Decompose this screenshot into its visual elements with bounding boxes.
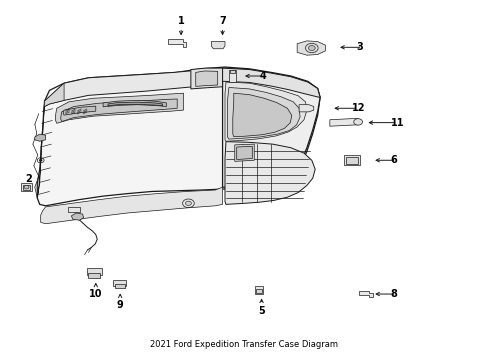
Polygon shape xyxy=(227,87,300,139)
Polygon shape xyxy=(37,83,64,198)
Polygon shape xyxy=(61,99,177,122)
Circle shape xyxy=(353,119,362,125)
Text: 7: 7 xyxy=(219,16,225,26)
Text: 9: 9 xyxy=(117,300,123,310)
Polygon shape xyxy=(44,71,193,107)
Circle shape xyxy=(308,45,315,50)
Text: 4: 4 xyxy=(259,71,265,81)
Text: 2021 Ford Expedition Transfer Case Diagram: 2021 Ford Expedition Transfer Case Diagr… xyxy=(150,339,338,348)
Bar xyxy=(21,183,32,191)
Bar xyxy=(256,289,262,293)
Bar xyxy=(68,207,80,212)
Polygon shape xyxy=(190,68,222,89)
Polygon shape xyxy=(234,144,254,161)
Polygon shape xyxy=(297,41,325,55)
Bar xyxy=(88,273,100,278)
Polygon shape xyxy=(41,187,222,224)
Polygon shape xyxy=(358,291,372,297)
Text: 8: 8 xyxy=(390,289,397,299)
Polygon shape xyxy=(195,71,217,86)
Bar xyxy=(23,185,30,190)
Text: 10: 10 xyxy=(89,289,102,300)
Circle shape xyxy=(24,185,29,189)
Text: 6: 6 xyxy=(390,155,397,165)
Text: 5: 5 xyxy=(258,306,264,316)
Bar xyxy=(113,280,126,286)
Polygon shape xyxy=(299,105,313,112)
Polygon shape xyxy=(108,102,162,106)
Polygon shape xyxy=(71,213,83,220)
Bar xyxy=(345,157,357,164)
Text: 11: 11 xyxy=(390,118,404,128)
Polygon shape xyxy=(224,141,315,204)
Circle shape xyxy=(39,159,42,161)
Circle shape xyxy=(185,201,191,206)
Polygon shape xyxy=(35,134,45,141)
Polygon shape xyxy=(55,93,183,123)
Polygon shape xyxy=(103,100,166,107)
Polygon shape xyxy=(236,146,252,159)
Bar xyxy=(228,69,235,82)
Bar xyxy=(343,155,359,165)
Polygon shape xyxy=(232,93,291,136)
Polygon shape xyxy=(222,68,320,98)
Polygon shape xyxy=(63,106,96,115)
Bar xyxy=(115,284,124,288)
Text: 3: 3 xyxy=(356,42,363,52)
Polygon shape xyxy=(168,39,185,47)
Polygon shape xyxy=(329,118,357,126)
Bar xyxy=(255,286,263,294)
Polygon shape xyxy=(224,82,306,141)
Text: 2: 2 xyxy=(25,174,32,184)
Polygon shape xyxy=(222,68,320,187)
Text: 12: 12 xyxy=(351,103,365,113)
Text: 1: 1 xyxy=(177,16,184,26)
Polygon shape xyxy=(211,41,224,49)
Bar xyxy=(229,70,234,73)
Bar xyxy=(87,268,102,275)
Polygon shape xyxy=(37,67,320,206)
